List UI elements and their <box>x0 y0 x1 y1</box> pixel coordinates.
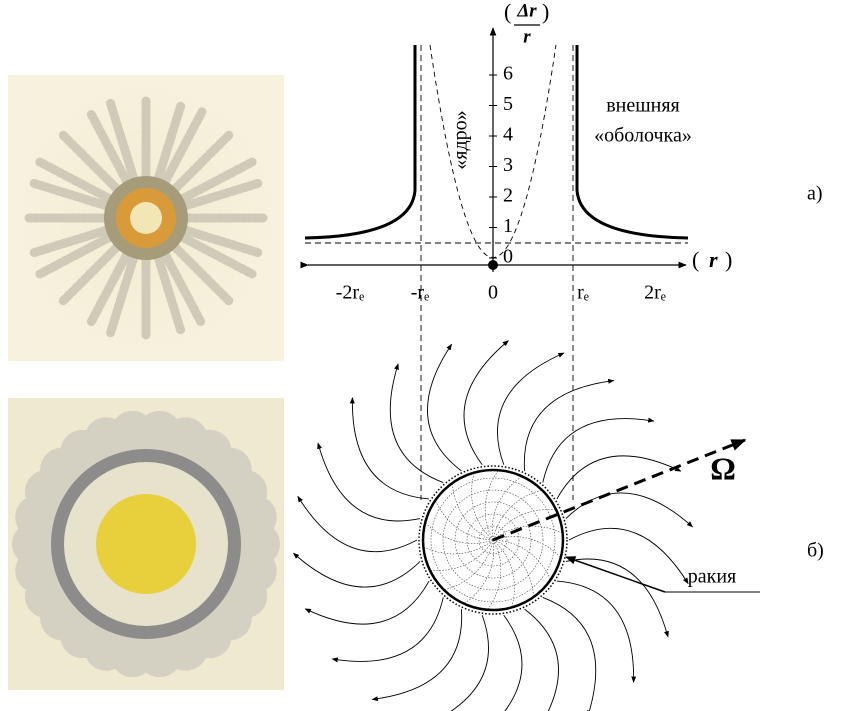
core-ray <box>485 470 498 540</box>
y-tick-label: 4 <box>503 124 513 146</box>
x-label: r <box>709 247 718 272</box>
core-ray <box>435 500 493 540</box>
paren: ) <box>725 247 732 272</box>
paren: ( <box>692 247 699 272</box>
paren: ( <box>504 0 511 24</box>
field-line <box>293 553 420 587</box>
field-line <box>569 528 688 583</box>
core-ray <box>493 540 551 580</box>
field-line <box>332 597 443 661</box>
field-line <box>298 496 417 551</box>
core-ray <box>452 483 493 540</box>
field-line <box>524 381 613 471</box>
y-tick-label: 1 <box>503 215 513 237</box>
page: 0 1 2 3 4 5 6 -2rₑ -rₑ 0 rₑ 2rₑ ( Δr r ) ( r ) вне… <box>0 0 858 711</box>
jellyfish-bottom <box>12 411 280 677</box>
field-line <box>305 581 429 624</box>
core-ray <box>425 523 493 544</box>
y-tick-label: 3 <box>503 154 513 176</box>
figure: 0 1 2 3 4 5 6 -2rₑ -rₑ 0 rₑ 2rₑ ( Δr r ) ( r ) вне… <box>0 0 858 711</box>
outer-label: внешняя <box>606 95 680 117</box>
numerator: Δr <box>516 0 537 21</box>
x-tick-label: rₑ <box>577 282 589 304</box>
omega-label: Ω <box>710 450 736 486</box>
core-ray <box>493 540 514 607</box>
core-ray <box>430 540 493 571</box>
x-tick-label: 0 <box>488 282 498 304</box>
x-tick-label: -2rₑ <box>336 282 364 304</box>
panel-label: б) <box>807 540 824 562</box>
y-tick-label: 0 <box>503 246 513 268</box>
field-line <box>566 559 668 637</box>
core-ray <box>488 540 501 610</box>
field-line <box>525 609 559 711</box>
field-line <box>427 344 461 471</box>
center <box>130 202 162 234</box>
core-ray <box>493 536 561 557</box>
x-ticks: -2rₑ -rₑ 0 rₑ 2rₑ <box>336 282 666 304</box>
paren: ) <box>542 0 549 24</box>
core-ray <box>493 540 534 597</box>
pointer <box>566 557 665 592</box>
field-line <box>543 419 654 483</box>
jellyfish-top <box>26 98 266 338</box>
omega-vector <box>493 440 745 540</box>
pointer-label: ракия <box>688 566 737 588</box>
x-tick-label: 2rₑ <box>644 282 666 304</box>
x-tick-label: -rₑ <box>411 282 429 304</box>
panel-label: а) <box>807 183 823 205</box>
field-line <box>543 597 596 711</box>
y-tick-label: 2 <box>503 185 513 207</box>
core-ray <box>493 526 563 540</box>
denominator: r <box>523 26 531 47</box>
core-ray <box>464 540 494 604</box>
field-line <box>464 341 508 465</box>
y-tick-label: 5 <box>503 93 513 115</box>
origin <box>489 261 498 270</box>
field-lines <box>293 341 692 711</box>
center <box>96 494 196 594</box>
field-line <box>497 353 563 465</box>
field-line <box>318 443 420 521</box>
field-line <box>390 364 443 483</box>
field-line <box>566 493 693 527</box>
core-label: «ядро» <box>450 110 472 169</box>
y-tick-label: 6 <box>503 63 513 85</box>
shell-curve-left <box>305 45 415 238</box>
field-line <box>372 609 461 699</box>
field-line <box>478 615 522 711</box>
outer-label: «оболочка» <box>594 125 692 147</box>
core-ray <box>423 540 493 554</box>
core-ray <box>472 473 493 540</box>
field-line <box>422 615 488 711</box>
field-line <box>557 456 681 499</box>
